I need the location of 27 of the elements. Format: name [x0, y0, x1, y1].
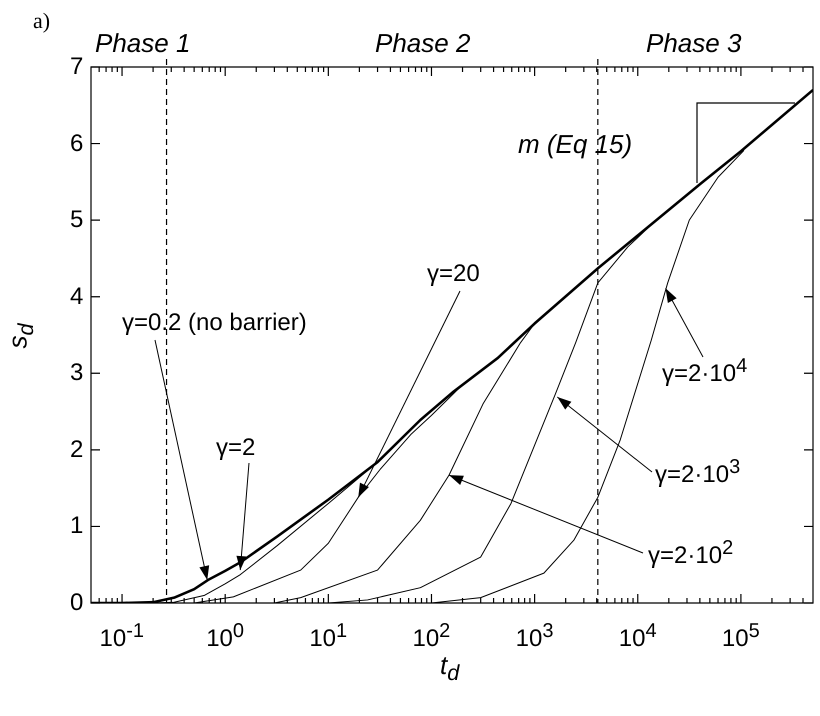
x-tick-label: 10$^{4}$ [618, 620, 657, 652]
x-tick-label: 10$^{2}$ [412, 620, 450, 652]
y-tick-label: 6 [70, 130, 84, 157]
x-tick-label: 10$^{5}$ [722, 620, 760, 652]
y-tick-label: 5 [70, 206, 84, 234]
y-tick-label: 7 [70, 53, 84, 80]
x-tick-label: 10$^{-1}$ [100, 620, 144, 652]
y-tick-label: 0 [70, 589, 84, 616]
annotation: γ=20 [427, 260, 480, 287]
x-tick-label: 10$^{3}$ [516, 620, 554, 652]
chart-title: a) [33, 8, 50, 33]
x-axis-title: t$_{d}$ [440, 650, 460, 686]
y-tick-label: 3 [70, 359, 84, 386]
text: Phase 2 [375, 28, 470, 58]
y-tick-label: 1 [70, 512, 84, 540]
text: Phase 3 [646, 28, 742, 58]
x-tick-label: 10$^{0}$ [206, 620, 244, 652]
annotation: γ=2·10$^{3}$ [655, 456, 740, 488]
annotation: γ=0.2 (no barrier) [122, 309, 307, 336]
annotation: γ=2 [216, 434, 256, 461]
y-tick-label: 4 [70, 282, 84, 310]
annotation: γ=2·10$^{2}$ [648, 537, 734, 569]
text: Phase 1 [95, 28, 190, 58]
x-tick-label: 10$^{1}$ [309, 620, 348, 652]
y-tick-label: 2 [70, 436, 84, 463]
annotation: γ=2·10$^{4}$ [662, 355, 748, 387]
annotation: m (Eq 15) [518, 129, 632, 159]
